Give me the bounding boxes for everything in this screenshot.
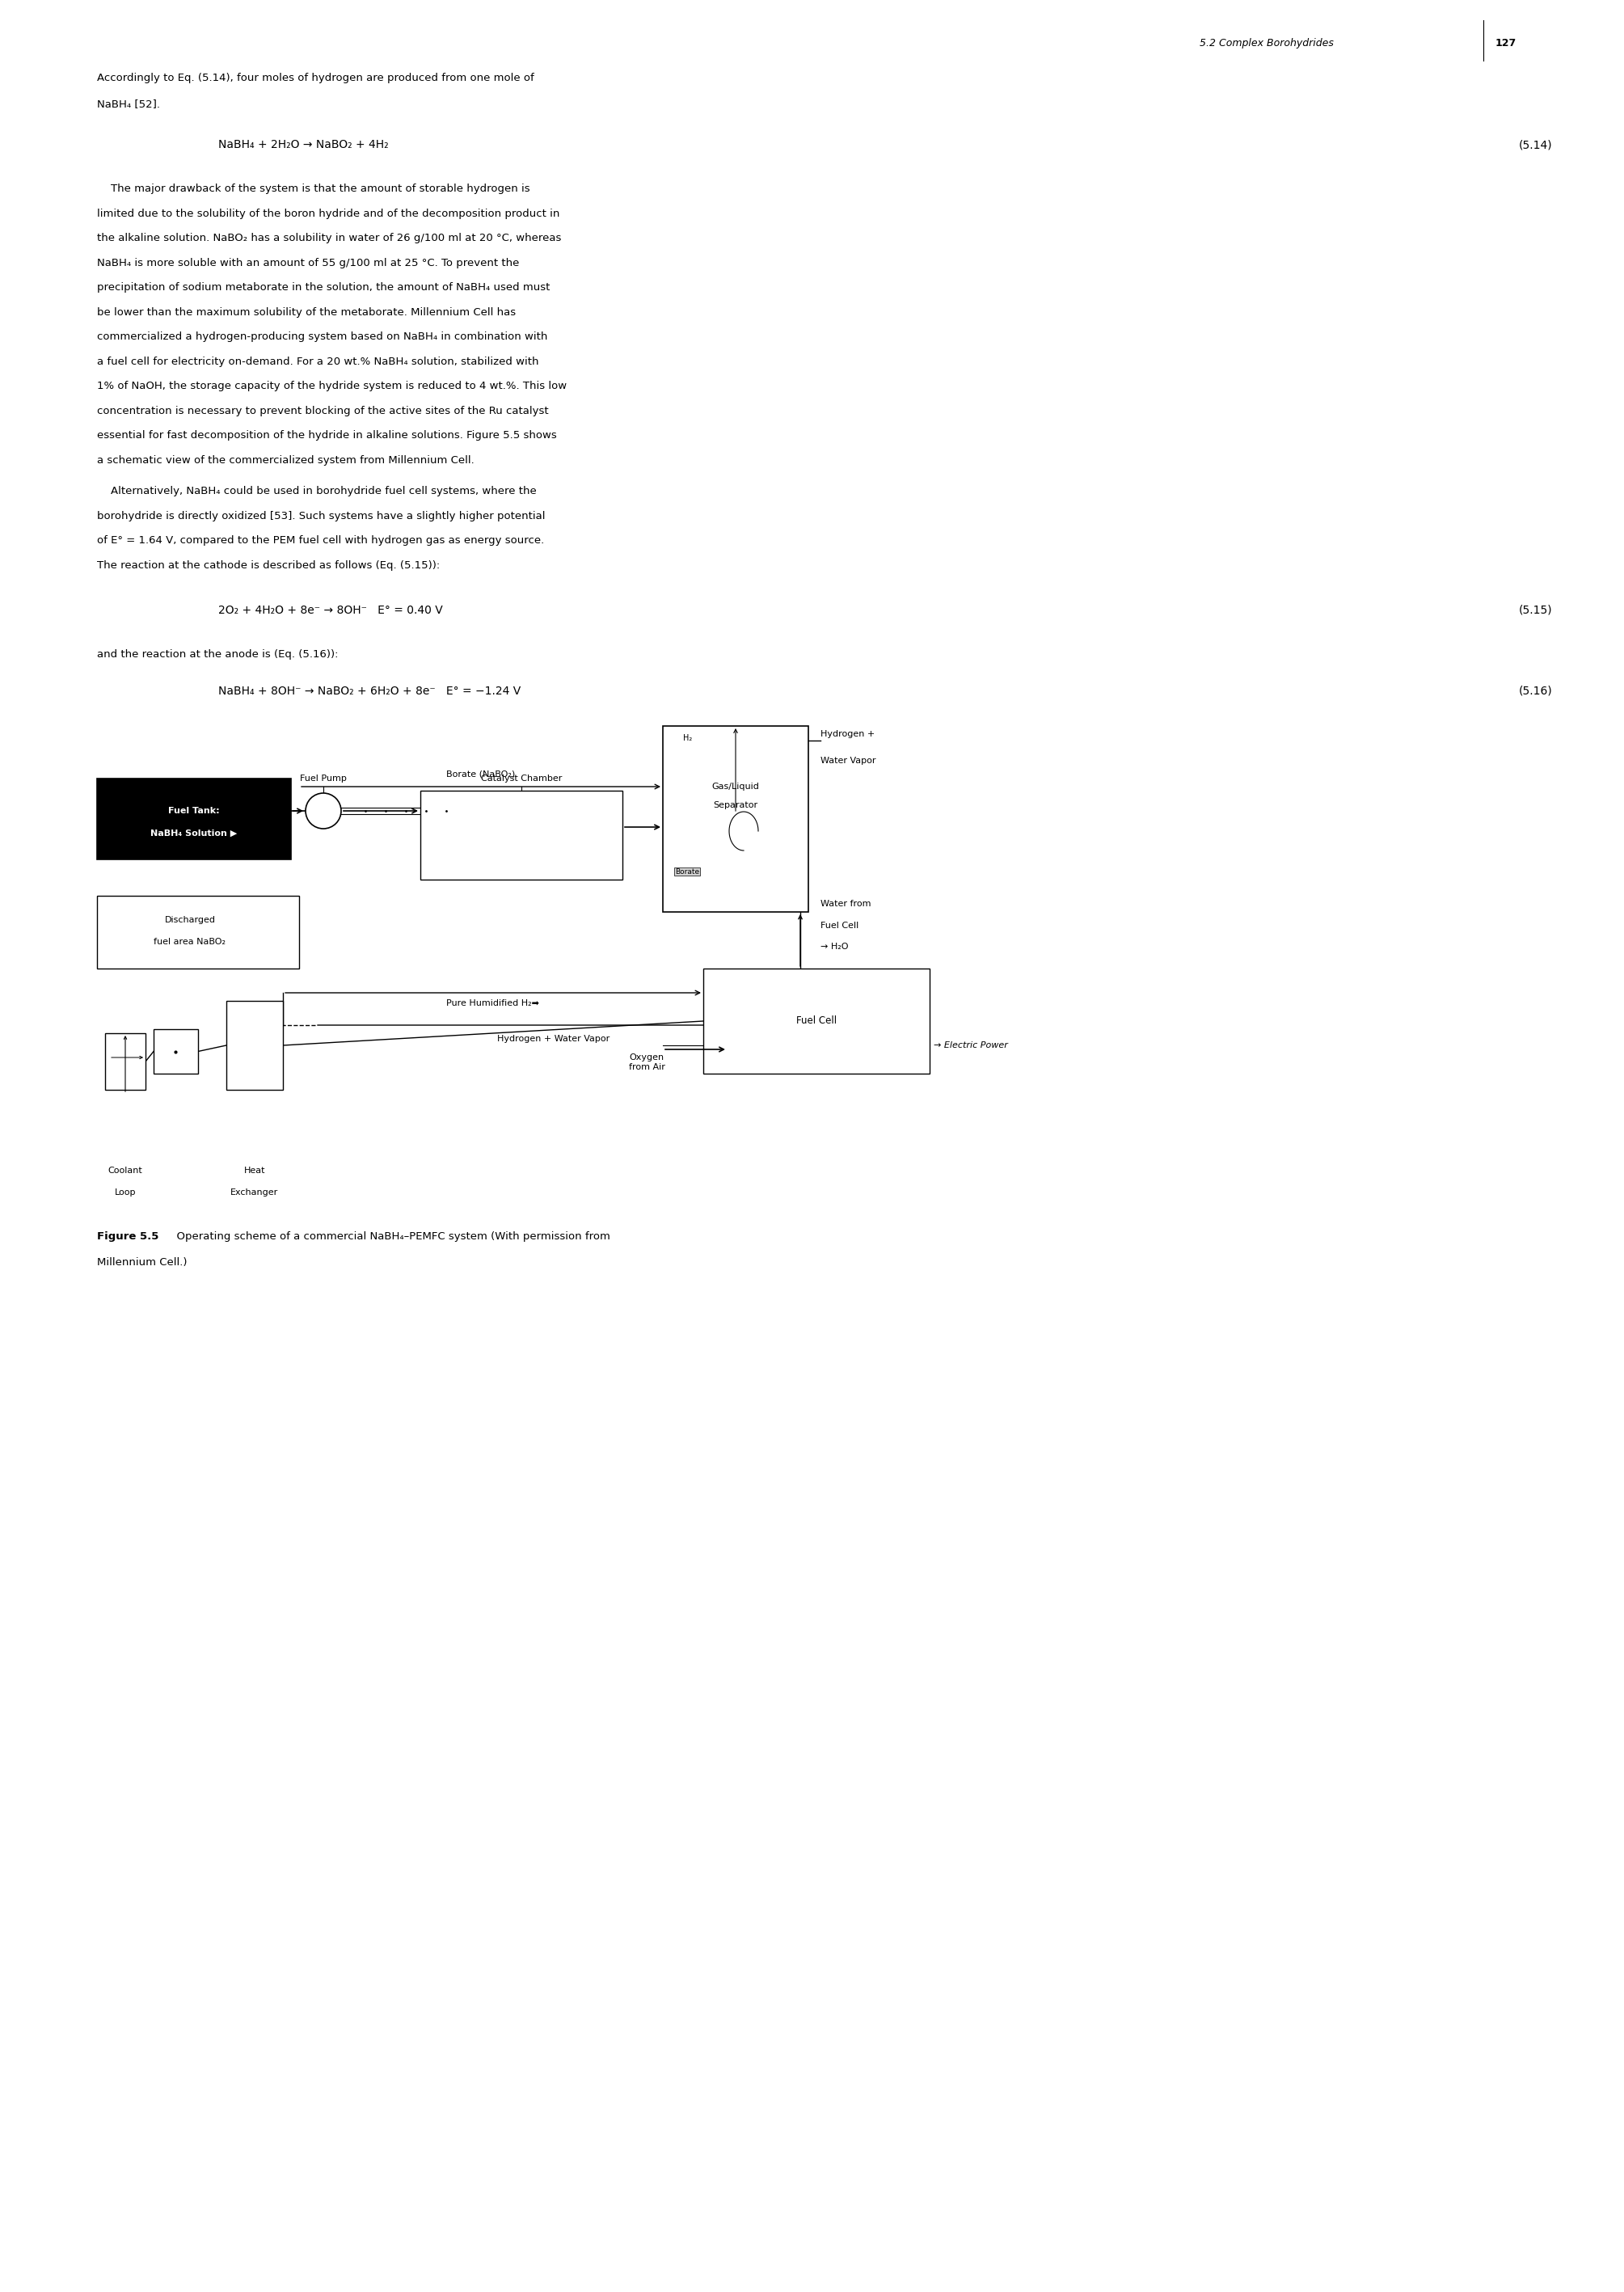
Text: Fuel Tank:: Fuel Tank: bbox=[169, 807, 219, 816]
Text: limited due to the solubility of the boron hydride and of the decomposition prod: limited due to the solubility of the bor… bbox=[97, 209, 560, 218]
FancyBboxPatch shape bbox=[97, 896, 299, 970]
Text: a fuel cell for electricity on-demand. For a 20 wt.% NaBH₄ solution, stabilized : a fuel cell for electricity on-demand. F… bbox=[97, 355, 539, 367]
Text: → H₂O: → H₂O bbox=[820, 942, 848, 951]
Text: and the reaction at the anode is (Eq. (5.16)):: and the reaction at the anode is (Eq. (5… bbox=[97, 649, 338, 660]
Text: Gas/Liquid: Gas/Liquid bbox=[711, 782, 760, 791]
Text: Borate: Borate bbox=[676, 869, 700, 876]
FancyBboxPatch shape bbox=[154, 1029, 198, 1073]
Text: (5.15): (5.15) bbox=[1518, 605, 1553, 617]
Text: essential for fast decomposition of the hydride in alkaline solutions. Figure 5.: essential for fast decomposition of the … bbox=[97, 431, 557, 440]
Text: Figure 5.5: Figure 5.5 bbox=[97, 1231, 159, 1242]
Text: H₂: H₂ bbox=[684, 733, 692, 743]
Text: 127: 127 bbox=[1496, 39, 1517, 48]
Text: Alternatively, NaBH₄ could be used in borohydride fuel cell systems, where the: Alternatively, NaBH₄ could be used in bo… bbox=[97, 486, 536, 497]
Text: Water from: Water from bbox=[820, 901, 870, 908]
Text: Discharged: Discharged bbox=[164, 917, 216, 924]
Circle shape bbox=[305, 793, 341, 830]
Text: Exchanger: Exchanger bbox=[231, 1190, 279, 1196]
Text: concentration is necessary to prevent blocking of the active sites of the Ru cat: concentration is necessary to prevent bl… bbox=[97, 406, 549, 415]
Text: (5.16): (5.16) bbox=[1518, 685, 1553, 697]
Text: Oxygen
from Air: Oxygen from Air bbox=[628, 1054, 664, 1070]
Text: NaBH₄ is more soluble with an amount of 55 g/100 ml at 25 °C. To prevent the: NaBH₄ is more soluble with an amount of … bbox=[97, 257, 520, 268]
Text: NaBH₄ [52].: NaBH₄ [52]. bbox=[97, 99, 161, 110]
Text: Catalyst Chamber: Catalyst Chamber bbox=[481, 775, 562, 782]
Text: borohydride is directly oxidized [53]. Such systems have a slightly higher poten: borohydride is directly oxidized [53]. S… bbox=[97, 511, 546, 520]
Text: Heat: Heat bbox=[244, 1167, 265, 1176]
Text: fuel area NaBO₂: fuel area NaBO₂ bbox=[154, 937, 226, 947]
FancyBboxPatch shape bbox=[97, 779, 291, 860]
Text: Coolant: Coolant bbox=[109, 1167, 143, 1176]
Text: The major drawback of the system is that the amount of storable hydrogen is: The major drawback of the system is that… bbox=[97, 183, 529, 195]
Text: 2O₂ + 4H₂O + 8e⁻ → 8OH⁻   E° = 0.40 V: 2O₂ + 4H₂O + 8e⁻ → 8OH⁻ E° = 0.40 V bbox=[218, 605, 443, 617]
Text: Borate (NaBO₂): Borate (NaBO₂) bbox=[447, 770, 515, 779]
Text: Pure Humidified H₂➡: Pure Humidified H₂➡ bbox=[447, 999, 539, 1008]
Text: Separator: Separator bbox=[713, 802, 758, 809]
Text: be lower than the maximum solubility of the metaborate. Millennium Cell has: be lower than the maximum solubility of … bbox=[97, 307, 516, 316]
Text: Fuel Cell: Fuel Cell bbox=[820, 921, 859, 931]
Text: (5.14): (5.14) bbox=[1518, 140, 1553, 151]
Text: → Electric Power: → Electric Power bbox=[934, 1041, 1009, 1050]
Text: NaBH₄ Solution ▶: NaBH₄ Solution ▶ bbox=[151, 830, 237, 837]
Text: Water Vapor: Water Vapor bbox=[820, 756, 875, 766]
Text: Hydrogen + Water Vapor: Hydrogen + Water Vapor bbox=[497, 1034, 611, 1043]
Text: The reaction at the cathode is described as follows (Eq. (5.15)):: The reaction at the cathode is described… bbox=[97, 559, 440, 571]
Text: commercialized a hydrogen-producing system based on NaBH₄ in combination with: commercialized a hydrogen-producing syst… bbox=[97, 332, 547, 342]
FancyBboxPatch shape bbox=[106, 1034, 146, 1089]
FancyBboxPatch shape bbox=[421, 791, 622, 880]
Text: NaBH₄ + 2H₂O → NaBO₂ + 4H₂: NaBH₄ + 2H₂O → NaBO₂ + 4H₂ bbox=[218, 140, 388, 151]
Text: Accordingly to Eq. (5.14), four moles of hydrogen are produced from one mole of: Accordingly to Eq. (5.14), four moles of… bbox=[97, 73, 534, 83]
FancyBboxPatch shape bbox=[703, 970, 929, 1073]
Text: Fuel Cell: Fuel Cell bbox=[796, 1015, 836, 1027]
Text: Loop: Loop bbox=[115, 1190, 136, 1196]
Text: precipitation of sodium metaborate in the solution, the amount of NaBH₄ used mus: precipitation of sodium metaborate in th… bbox=[97, 282, 551, 293]
Text: Hydrogen +: Hydrogen + bbox=[820, 731, 875, 738]
Text: 5.2 Complex Borohydrides: 5.2 Complex Borohydrides bbox=[1200, 39, 1333, 48]
Text: 1% of NaOH, the storage capacity of the hydride system is reduced to 4 wt.%. Thi: 1% of NaOH, the storage capacity of the … bbox=[97, 380, 567, 392]
Text: the alkaline solution. NaBO₂ has a solubility in water of 26 g/100 ml at 20 °C, : the alkaline solution. NaBO₂ has a solub… bbox=[97, 234, 562, 243]
Text: Operating scheme of a commercial NaBH₄–PEMFC system (With permission from: Operating scheme of a commercial NaBH₄–P… bbox=[171, 1231, 611, 1242]
Text: of E° = 1.64 V, compared to the PEM fuel cell with hydrogen gas as energy source: of E° = 1.64 V, compared to the PEM fuel… bbox=[97, 536, 544, 545]
Text: Millennium Cell.): Millennium Cell.) bbox=[97, 1258, 187, 1267]
FancyBboxPatch shape bbox=[663, 727, 809, 912]
Text: Fuel Pump: Fuel Pump bbox=[300, 775, 348, 782]
Text: a schematic view of the commercialized system from Millennium Cell.: a schematic view of the commercialized s… bbox=[97, 454, 474, 465]
FancyBboxPatch shape bbox=[226, 1002, 283, 1089]
Text: NaBH₄ + 8OH⁻ → NaBO₂ + 6H₂O + 8e⁻   E° = −1.24 V: NaBH₄ + 8OH⁻ → NaBO₂ + 6H₂O + 8e⁻ E° = −… bbox=[218, 685, 521, 697]
